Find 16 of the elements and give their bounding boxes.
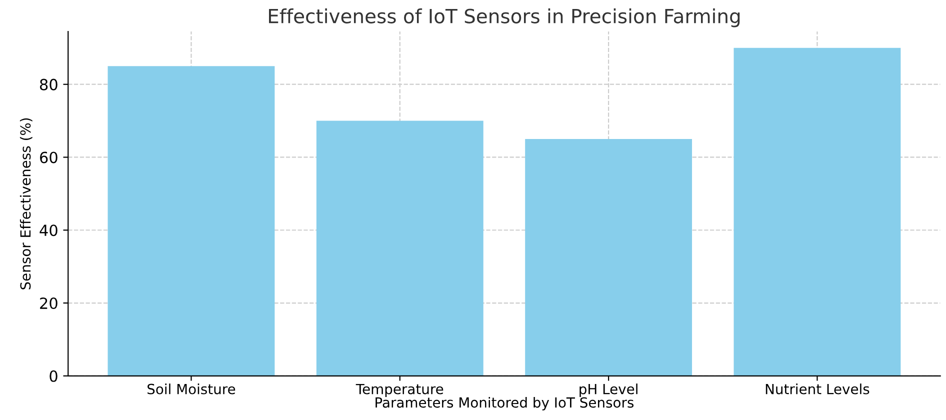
x-tick-label: pH Level: [580, 384, 638, 397]
y-tick-label: 0: [50, 370, 58, 382]
bar: [525, 139, 692, 376]
bar: [734, 48, 901, 376]
x-tick-label: Soil Moisture: [148, 384, 236, 394]
bar: [108, 66, 275, 376]
x-axis-title: Parameters Monitored by IoT Sensors: [376, 396, 634, 410]
x-tick-label: Temperature: [356, 384, 444, 397]
y-axis-title: Sensor Effectiveness (%): [20, 118, 32, 290]
y-tick-label: 80: [40, 78, 58, 90]
x-tick-label: Nutrient Levels: [766, 384, 870, 394]
y-tick-label: 60: [40, 152, 58, 164]
y-tick-label: 40: [40, 224, 58, 236]
bar: [316, 120, 484, 376]
chart-title: Effectiveness of IoT Sensors in Precision Farming: [269, 8, 740, 28]
y-tick-label: 20: [40, 297, 58, 310]
